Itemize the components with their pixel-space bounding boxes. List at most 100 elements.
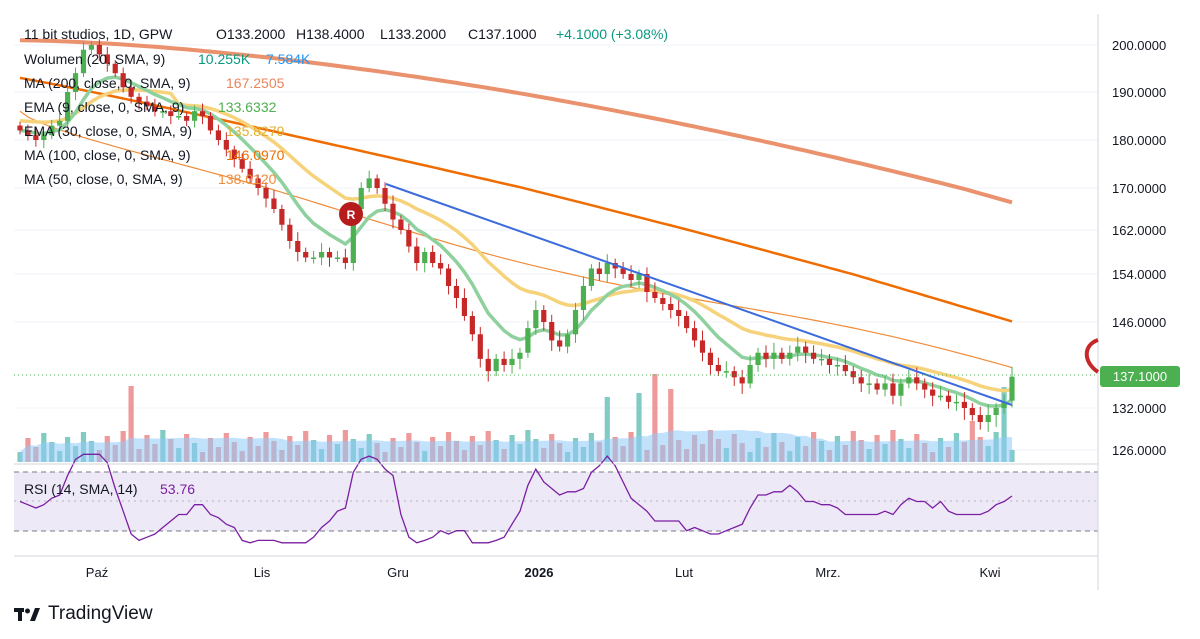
indicator-value-ema30: 135.8279	[226, 123, 285, 139]
price-tick: 126.0000	[1112, 443, 1166, 458]
candle	[438, 263, 444, 269]
candle	[811, 352, 817, 359]
candle	[303, 252, 309, 258]
candle	[350, 209, 356, 263]
candle	[969, 408, 975, 415]
rsi-value: 53.76	[160, 481, 195, 497]
candle	[287, 224, 293, 241]
candle	[930, 389, 936, 396]
candle	[17, 125, 23, 131]
candle	[906, 377, 912, 384]
price-tick: 170.0000	[1112, 181, 1166, 196]
candle	[120, 73, 126, 88]
last-price-badge	[1100, 366, 1180, 387]
brand-name: TradingView	[48, 603, 153, 624]
candle	[803, 346, 809, 353]
candle	[1001, 401, 1007, 408]
price-tick: 162.0000	[1112, 223, 1166, 238]
candle	[525, 328, 531, 353]
candle	[239, 159, 245, 169]
candle	[914, 377, 920, 384]
tradingview-brand[interactable]: TradingView	[14, 603, 153, 625]
candle	[501, 358, 507, 365]
legend-high: H138.4000	[296, 26, 365, 42]
legend-symbol[interactable]: 11 bit studios, 1D, GPW	[24, 26, 173, 42]
candle	[207, 116, 214, 131]
indicator-value-ma200: 167.2505	[226, 75, 285, 91]
candle	[993, 408, 999, 415]
candle	[80, 49, 87, 74]
ema9-line	[19, 75, 1014, 408]
candle	[747, 365, 753, 384]
time-tick: Kwi	[980, 565, 1001, 580]
indicator-label-ma200[interactable]: MA (200, close, 0, SMA, 9)	[24, 75, 191, 91]
candle	[771, 352, 777, 359]
legend: 11 bit studios, 1D, GPW O133.2000 H138.4…	[24, 26, 668, 497]
volume-bar	[636, 393, 642, 462]
price-tick: 180.0000	[1112, 133, 1166, 148]
volume-bar	[668, 389, 674, 462]
candle	[882, 383, 888, 390]
indicator-label-volume[interactable]: Wolumen (20, SMA, 9)	[24, 51, 165, 67]
candle	[549, 322, 555, 341]
candle	[72, 73, 79, 92]
candle	[445, 268, 452, 286]
candle	[65, 92, 71, 121]
tradingview-logo-icon	[14, 608, 40, 621]
candle	[866, 383, 872, 385]
candle	[977, 415, 983, 422]
candle	[517, 352, 523, 359]
candle	[406, 230, 412, 247]
candle	[430, 252, 436, 263]
rsi-line	[19, 453, 1013, 544]
time-tick: Gru	[387, 565, 409, 580]
candle	[922, 383, 928, 390]
trendline[interactable]	[385, 183, 1013, 406]
candle	[318, 252, 325, 258]
candle	[818, 358, 825, 361]
price-tick: 200.0000	[1112, 38, 1166, 53]
alert-marker-icon[interactable]	[1084, 338, 1100, 374]
candle	[168, 111, 174, 116]
price-axis[interactable]: 200.0000 190.0000 180.0000 170.0000 162.…	[1112, 38, 1166, 458]
indicator-label-ema30[interactable]: EMA (30, close, 0, SMA, 9)	[24, 123, 192, 139]
candle	[652, 292, 658, 298]
time-tick: 2026	[525, 565, 554, 580]
candle	[564, 334, 571, 347]
candle	[1009, 376, 1015, 401]
candle	[461, 298, 468, 316]
candle	[715, 365, 721, 372]
candle	[596, 268, 602, 274]
candle	[128, 87, 134, 97]
candle	[644, 274, 650, 292]
candle	[398, 219, 404, 230]
candle	[271, 198, 277, 209]
indicator-label-ema9[interactable]: EMA (9, close, 0, SMA, 9)	[24, 99, 184, 115]
time-axis[interactable]: Paź Lis Gru 2026 Lut Mrz. Kwi	[86, 565, 1001, 580]
indicator-value-volume: 10.255K	[198, 51, 251, 67]
rsi-label[interactable]: RSI (14, SMA, 14)	[24, 481, 138, 497]
candle	[382, 188, 388, 204]
candle	[136, 96, 142, 102]
candle	[779, 352, 785, 359]
candle	[945, 395, 952, 402]
candle	[247, 168, 253, 179]
candle	[96, 45, 102, 55]
candle	[477, 334, 483, 359]
indicator-label-ma100[interactable]: MA (100, close, 0, SMA, 9)	[24, 147, 191, 163]
last-price-text: 137.1000	[1113, 369, 1167, 384]
indicator-label-ma50[interactable]: MA (50, close, 0, SMA, 9)	[24, 171, 183, 187]
volume-bar	[1001, 387, 1007, 462]
candle	[25, 130, 31, 136]
candle	[676, 310, 682, 316]
candle	[826, 358, 833, 365]
rebound-marker-icon[interactable]	[339, 202, 363, 226]
candle	[604, 263, 610, 274]
candle	[390, 203, 396, 220]
candle	[668, 304, 674, 310]
time-tick: Paź	[86, 565, 108, 580]
legend-open: O133.2000	[216, 26, 285, 42]
candle	[739, 377, 745, 384]
candle	[731, 371, 737, 378]
